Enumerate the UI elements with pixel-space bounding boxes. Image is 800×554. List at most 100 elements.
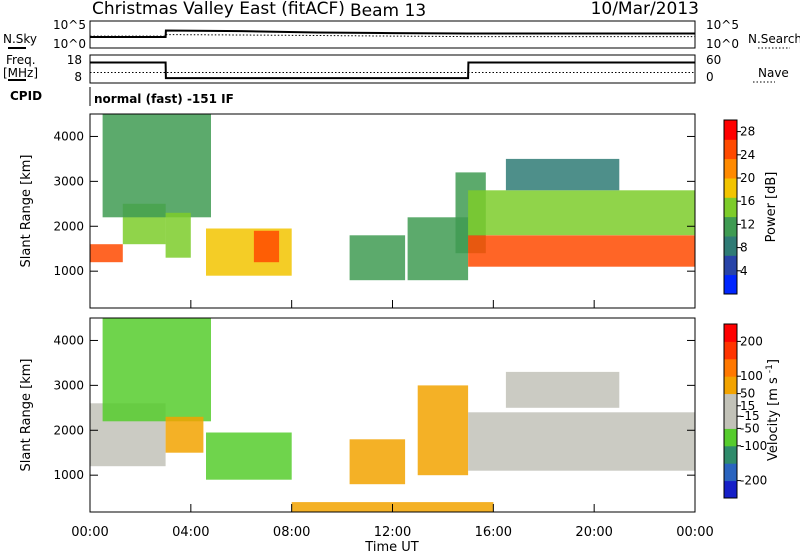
velocity-colorbar-frame [723,323,738,499]
noise-lines [90,29,695,38]
power-colorbar-band-5 [724,178,737,198]
velocity-region-7 [505,371,620,408]
xtick-label-4: 16:00 [475,525,512,540]
power-ytick-label-1000: 1000 [53,264,84,278]
velocity-region-5 [417,385,469,476]
velocity-region-1 [102,318,211,422]
nsky-line [90,29,695,38]
nsearch-line [90,34,695,38]
power-region-11 [505,158,620,191]
velocity-colorbar-band-2 [724,445,737,464]
power-region-6 [349,235,406,281]
nave-tick-low-right: 0 [706,70,714,84]
power-heatmap [90,114,695,281]
velocity-colorbar-band-1 [724,463,737,482]
velocity-colorbar-band-3 [724,428,737,447]
cpid-program: normal (fast) -151 IF [94,92,234,106]
freq-tick-low-left: 8 [74,70,82,84]
velocity-colorbar-band-0 [724,480,737,499]
nave-label: Nave [758,66,789,80]
power-colorbar-band-2 [724,236,737,256]
freq-label-line1: Freq. [6,53,36,67]
velocity-colorbar-label-200: 200 [740,334,763,348]
time-axis: 00:00 04:00 08:00 12:00 16:00 20:00 00:00 [71,300,714,540]
freq-line [90,61,695,80]
xtick-label-2: 08:00 [273,525,310,540]
xtick-label-6: 00:00 [676,525,713,540]
power-colorbar-band-3 [724,216,737,237]
velocity-unit-close: ] [766,359,781,364]
velocity-colorbar-label--100: -100 [740,439,767,453]
velocity-colorbar-band-4 [724,411,737,429]
freq-lines [90,61,695,80]
power-colorbar-band-0 [724,274,737,295]
plot-title: Christmas Valley East (fitACF) [92,0,345,19]
velocity-colorbar-label-text: Velocity [m s [766,377,781,461]
velocity-colorbar-band-8 [724,341,737,360]
power-ytick-label-4000: 4000 [53,129,84,143]
power-colorbar-label-24: 24 [740,148,755,162]
noise-tick-low-left: 10^0 [53,37,86,51]
power-colorbar-band-1 [724,255,737,276]
velocity-region-2 [165,416,204,453]
velocity-colorbar-label-15: 15 [740,399,755,413]
velocity-colorbar-label--200: -200 [740,474,767,488]
noise-tick-low-right: 10^0 [706,37,739,51]
power-region-10 [468,190,695,236]
xtick-label-1: 04:00 [172,525,209,540]
velocity-colorbar-label-50: 50 [740,387,755,401]
velocity-colorbar-label: Velocity [m s -1] [765,359,781,461]
velocity-y-axis-label: Slant Range [km] [19,359,34,472]
power-ytick-label-2000: 2000 [53,219,84,233]
beam-label: Beam 13 [350,1,426,21]
nsearch-label: N.Search [748,32,800,46]
power-colorbar-label-8: 8 [740,241,748,255]
velocity-colorbar-band-9 [724,324,737,342]
date-label: 10/Mar/2013 [591,0,699,19]
velocity-region-4 [349,439,406,485]
velocity-region-6 [468,412,695,471]
power-colorbar-label-16: 16 [740,194,755,208]
velocity-y-axis: 1000 2000 3000 4000 [53,333,695,482]
power-colorbar-label-4: 4 [740,264,748,278]
velocity-colorbar-band-6 [724,376,737,395]
velocity-colorbar-band-7 [724,358,737,377]
nsky-label: N.Sky [3,32,37,46]
velocity-heatmap [90,318,695,512]
velocity-ytick-label-1000: 1000 [53,468,84,482]
velocity-ytick-label-3000: 3000 [53,378,84,392]
velocity-ytick-label-4000: 4000 [53,333,84,347]
cpid-label: CPID [10,89,42,103]
power-colorbar-band-8 [724,120,737,140]
nave-tick-high-right: 60 [706,53,721,67]
velocity-ytick-label-2000: 2000 [53,423,84,437]
velocity-region-3 [206,432,292,480]
x-axis-label: Time UT [364,540,418,554]
freq-strip-frame [89,54,696,84]
power-colorbar-label: Power [dB] [764,172,779,243]
noise-tick-high-right: 10^5 [706,18,739,32]
xtick-label-5: 20:00 [575,525,612,540]
power-region-2 [102,114,211,218]
power-region-5 [253,230,280,263]
xtick-label-0: 00:00 [71,525,108,540]
power-colorbar-label-28: 28 [740,125,755,139]
noise-tick-high-left: 10^5 [53,18,86,32]
velocity-colorbar-band-5 [724,393,737,412]
power-colorbar-band-7 [724,139,737,160]
power-colorbar-frame [723,119,738,295]
power-colorbar-label-12: 12 [740,217,755,231]
power-colorbar: 4 8 12 16 20 24 28 [723,119,755,295]
power-colorbar-label-20: 20 [740,171,755,185]
velocity-colorbar-label--15: -15 [740,409,760,423]
xtick-label-3: 12:00 [374,525,411,540]
power-colorbar-band-4 [724,197,737,218]
power-ytick-label-3000: 3000 [53,174,84,188]
power-region-0 [90,244,123,263]
velocity-unit-exponent: -1 [765,364,775,373]
power-region-3 [165,212,191,258]
freq-tick-high-left: 18 [67,53,82,67]
power-y-axis: 1000 2000 3000 4000 [53,129,695,278]
